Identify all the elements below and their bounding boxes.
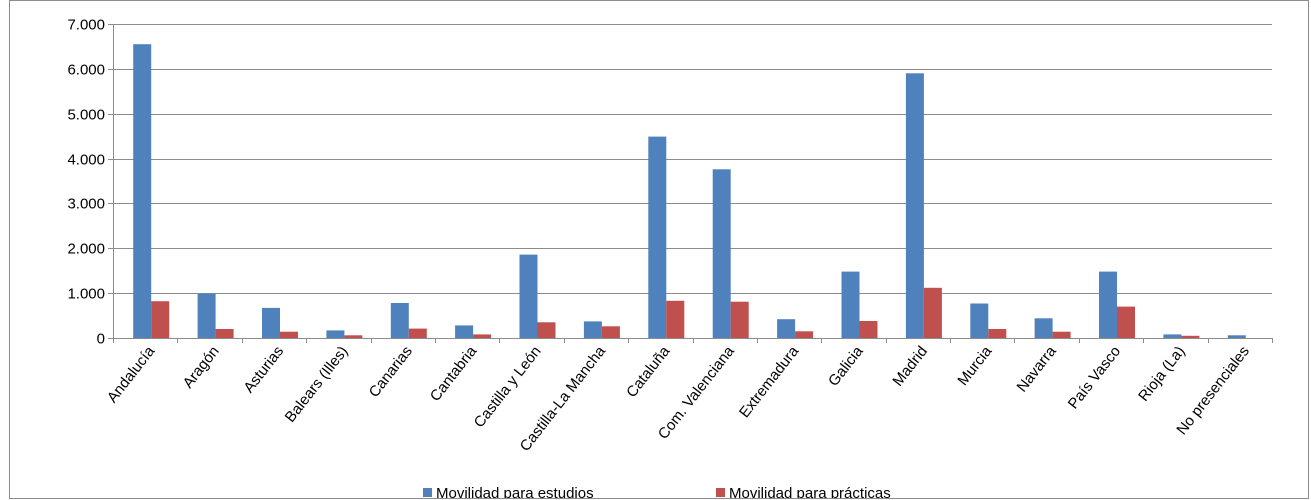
bar-movilidad-para-estudios-castilla-la-mancha bbox=[583, 321, 602, 338]
y-tick-label: 5.000 bbox=[67, 107, 105, 124]
y-tick-label: 1.000 bbox=[67, 286, 105, 303]
y-tick-label: 3.000 bbox=[67, 196, 105, 213]
bar-movilidad-para-estudios-cataluna bbox=[648, 136, 667, 338]
y-tick-label: 0 bbox=[97, 331, 105, 348]
bar-movilidad-para-practicas-asturias bbox=[280, 331, 298, 338]
bar-movilidad-para-practicas-cataluna bbox=[666, 300, 685, 338]
y-tick-label: 6.000 bbox=[67, 62, 105, 79]
bar-movilidad-para-practicas-castilla-la-mancha bbox=[601, 326, 620, 338]
bar-movilidad-para-estudios-extremadura bbox=[777, 319, 796, 338]
y-tick-label: 7.000 bbox=[67, 17, 105, 34]
bar-movilidad-para-practicas-andalucia bbox=[151, 301, 170, 338]
bar-movilidad-para-estudios-pais-vasco bbox=[1099, 271, 1117, 338]
bar-movilidad-para-estudios-navarra bbox=[1034, 318, 1053, 338]
bar-movilidad-para-estudios-rioja-la bbox=[1163, 334, 1182, 338]
category-label-navarra: Navarra bbox=[1014, 342, 1061, 395]
bar-movilidad-para-practicas-aragon bbox=[215, 329, 234, 338]
y-tick-label: 4.000 bbox=[67, 152, 105, 169]
bar-movilidad-para-practicas-navarra bbox=[1052, 331, 1071, 338]
category-label-galicia: Galicia bbox=[825, 342, 867, 389]
category-label-balears-illes: Balears (Illes) bbox=[282, 343, 352, 426]
category-label-aragon: Aragón bbox=[180, 343, 223, 392]
bar-movilidad-para-estudios-andalucia bbox=[133, 44, 152, 338]
bar-movilidad-para-estudios-aragon bbox=[197, 293, 216, 338]
legend-label-movilidad-para-practicas: Movilidad para prácticas bbox=[729, 485, 891, 498]
legend: Movilidad para estudios Movilidad para pr… bbox=[423, 485, 891, 498]
bar-movilidad-para-practicas-castilla-y-leon bbox=[537, 322, 556, 338]
bar-movilidad-para-practicas-rioja-la bbox=[1181, 335, 1200, 338]
bar-movilidad-para-practicas-murcia bbox=[988, 329, 1007, 338]
category-label-rioja-la: Rioja (La) bbox=[1135, 343, 1188, 405]
bar-movilidad-para-estudios-madrid bbox=[905, 73, 924, 339]
axes bbox=[108, 24, 1273, 343]
bar-movilidad-para-practicas-com-valenciana bbox=[730, 301, 749, 338]
legend-swatch-movilidad-para-practicas bbox=[716, 488, 725, 497]
category-label-andalucia: Andalucía bbox=[104, 342, 159, 406]
category-label-cataluna: Cataluña bbox=[623, 342, 674, 400]
legend-label-movilidad-para-estudios: Movilidad para estudios bbox=[436, 485, 594, 498]
category-label-murcia: Murcia bbox=[954, 342, 996, 388]
y-tick-labels: 0 1.000 2.000 3.000 4.000 5.000 6.000 7.000 bbox=[67, 17, 105, 348]
bar-movilidad-para-estudios-com-valenciana bbox=[712, 169, 731, 338]
bar-chart: 0 1.000 2.000 3.000 4.000 5.000 6.000 7.000 And… bbox=[67, 17, 1273, 498]
bar-movilidad-para-practicas-cantabria bbox=[473, 334, 492, 338]
gridlines bbox=[113, 24, 1272, 294]
category-label-cantabria: Cantabria bbox=[427, 342, 481, 404]
bar-movilidad-para-estudios-balears-illes bbox=[326, 330, 345, 338]
category-label-extremadura: Extremadura bbox=[736, 342, 803, 421]
bar-movilidad-para-practicas-extremadura bbox=[795, 331, 814, 338]
bar-movilidad-para-practicas-canarias bbox=[408, 328, 427, 338]
bar-movilidad-para-practicas-galicia bbox=[859, 321, 878, 338]
legend-swatch-movilidad-para-estudios bbox=[423, 488, 432, 497]
bar-movilidad-para-estudios-no-presenciales bbox=[1227, 335, 1246, 338]
y-tick-label: 2.000 bbox=[67, 241, 105, 258]
bar-movilidad-para-estudios-canarias bbox=[390, 303, 409, 338]
bar-movilidad-para-estudios-cantabria bbox=[455, 325, 474, 338]
bar-movilidad-para-estudios-murcia bbox=[970, 303, 989, 338]
bar-movilidad-para-practicas-balears-illes bbox=[344, 335, 363, 338]
bar-movilidad-para-estudios-asturias bbox=[262, 307, 280, 338]
bar-movilidad-para-practicas-pais-vasco bbox=[1117, 306, 1135, 338]
category-label-castilla-y-leon: Castilla y León bbox=[471, 343, 545, 431]
category-label-canarias: Canarias bbox=[366, 343, 416, 401]
bars bbox=[133, 44, 1246, 339]
category-label-pais-vasco: País Vasco bbox=[1065, 343, 1124, 412]
category-label-asturias: Asturias bbox=[240, 343, 287, 396]
bar-movilidad-para-practicas-madrid bbox=[923, 287, 942, 338]
category-label-madrid: Madrid bbox=[889, 343, 931, 390]
bar-movilidad-para-estudios-galicia bbox=[841, 271, 860, 338]
bar-movilidad-para-estudios-castilla-y-leon bbox=[519, 254, 538, 338]
chart-frame: 0 1.000 2.000 3.000 4.000 5.000 6.000 7.000 And… bbox=[9, 0, 1309, 499]
